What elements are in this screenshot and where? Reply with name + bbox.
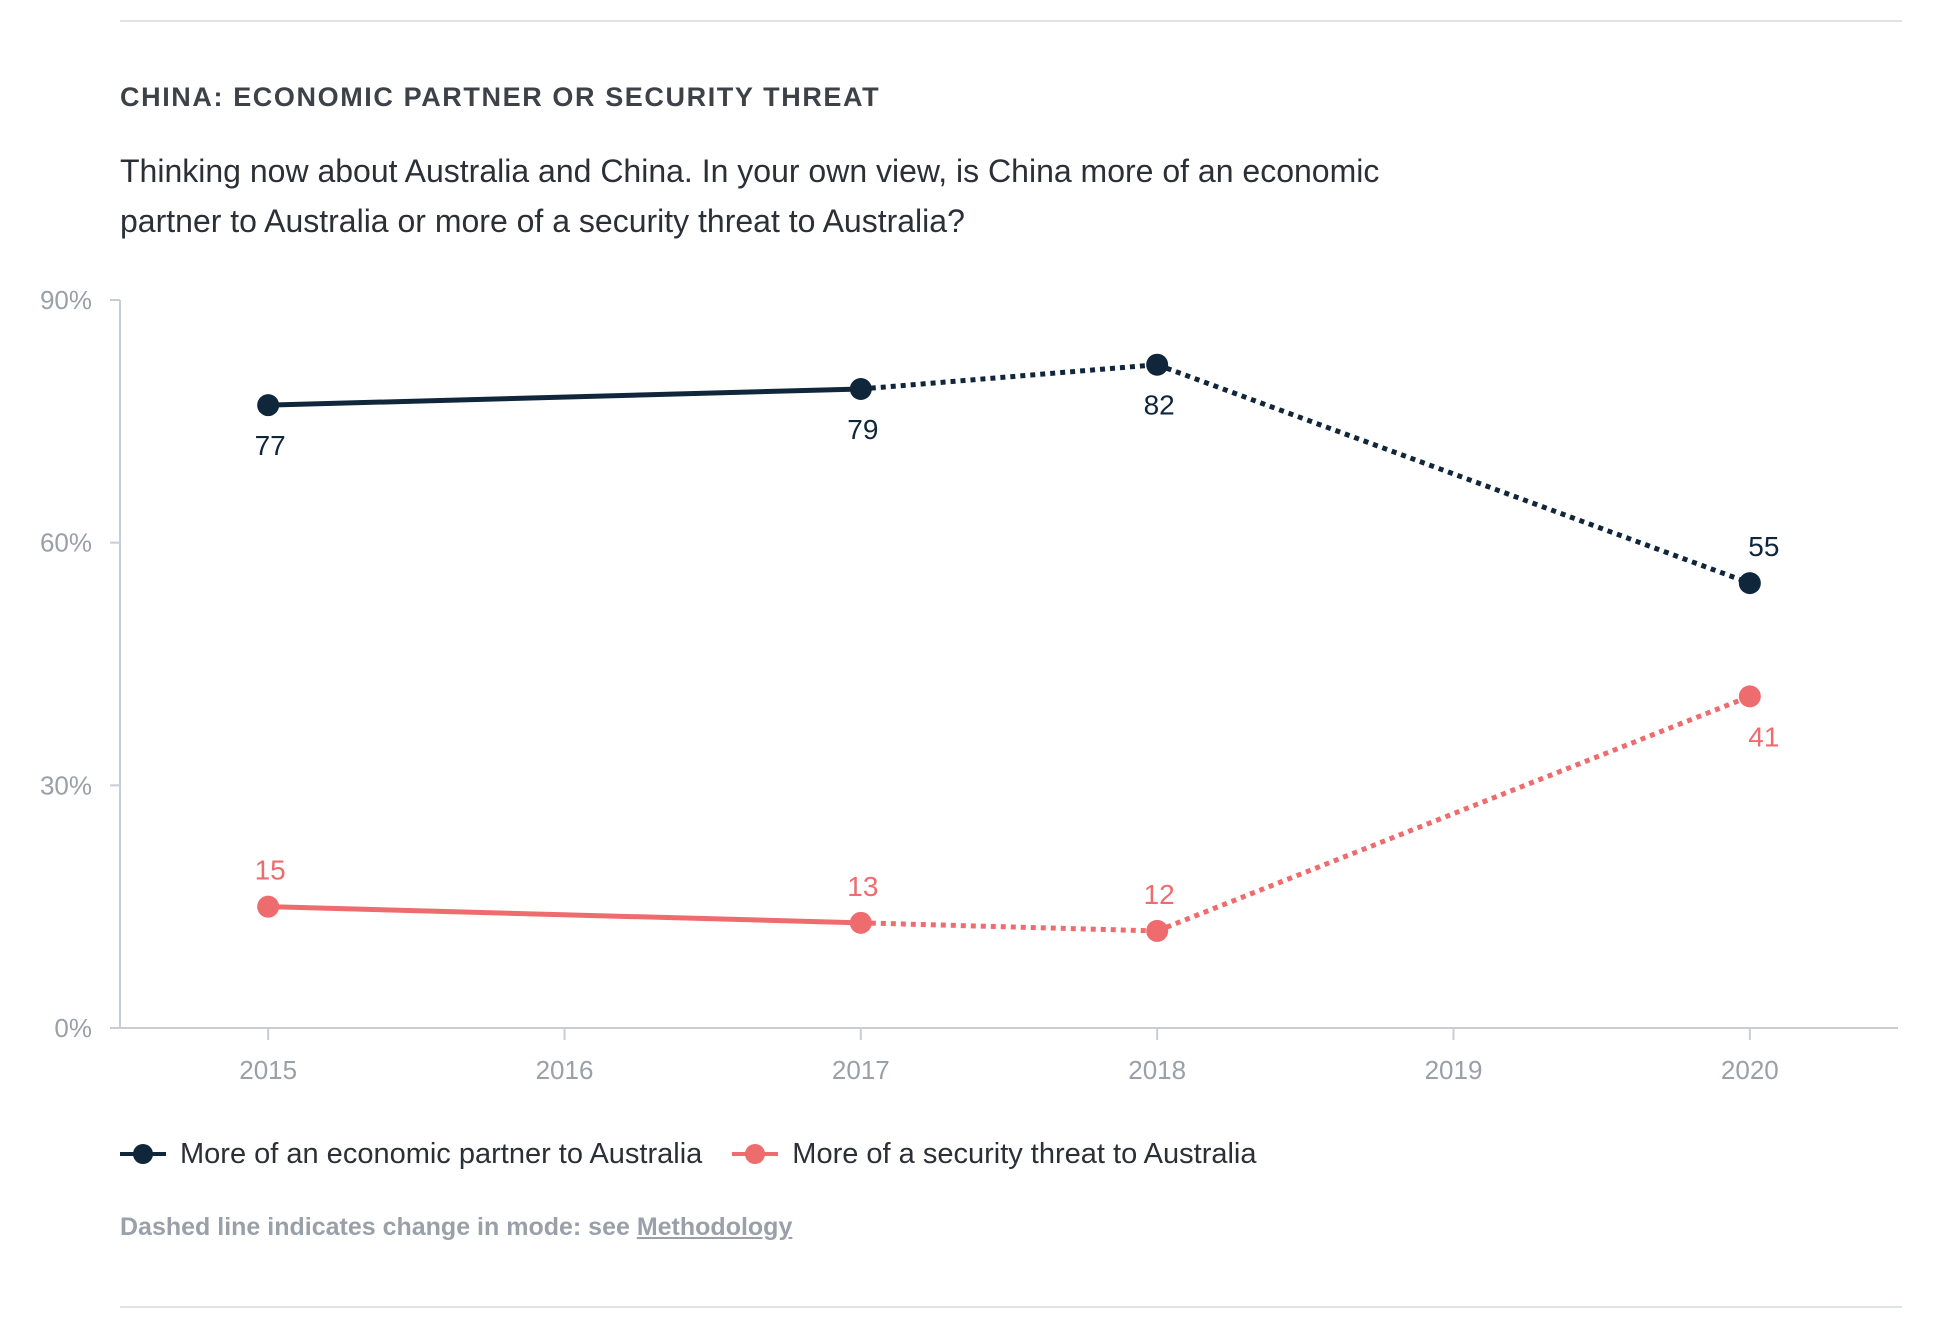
series-0-segment xyxy=(1156,362,1751,586)
series-1-data-label: 12 xyxy=(1144,879,1175,910)
series-1-data-label: 15 xyxy=(255,855,286,886)
y-tick-label: 60% xyxy=(40,528,92,558)
series-1-segment xyxy=(1156,694,1751,934)
chart-legend: More of an economic partner to Australia… xyxy=(120,1134,1287,1174)
x-tick-label: 2016 xyxy=(536,1055,594,1085)
series-1-point xyxy=(257,895,280,918)
series-0-data-label: 55 xyxy=(1748,531,1779,562)
legend-swatch-security-threat-icon xyxy=(732,1144,779,1164)
top-divider xyxy=(120,20,1902,22)
y-tick-label: 0% xyxy=(54,1013,92,1043)
x-tick-label: 2017 xyxy=(832,1055,890,1085)
legend-label-security-threat: More of a security threat to Australia xyxy=(792,1137,1257,1170)
y-tick-label: 90% xyxy=(40,285,92,315)
chart-title: CHINA: ECONOMIC PARTNER OR SECURITY THRE… xyxy=(120,82,881,112)
methodology-link[interactable]: Methodology xyxy=(636,1213,793,1241)
x-tick-label: 2019 xyxy=(1425,1055,1483,1085)
series-0-point xyxy=(1146,353,1169,376)
series-1-data-label: 13 xyxy=(847,871,878,902)
series-0-data-label: 79 xyxy=(847,414,878,445)
series-1-point xyxy=(849,911,872,934)
legend-item-economic-partner: More of an economic partner to Australia xyxy=(120,1138,702,1171)
bottom-divider xyxy=(120,1306,1902,1308)
x-tick-label: 2020 xyxy=(1721,1055,1779,1085)
legend-swatch-economic-partner-icon xyxy=(120,1144,166,1164)
y-tick-label: 30% xyxy=(40,770,92,800)
series-0-segment xyxy=(268,386,861,408)
series-0-point xyxy=(1738,572,1761,595)
series-0-point xyxy=(257,394,280,417)
legend-label-economic-partner: More of an economic partner to Australia xyxy=(180,1137,703,1170)
series-1-segment xyxy=(268,904,861,926)
footnote-text: Dashed line indicates change in mode: se… xyxy=(120,1213,637,1241)
series-1-point xyxy=(1738,685,1761,708)
footnote: Dashed line indicates change in mode: se… xyxy=(120,1213,792,1242)
chart-subtitle: Thinking now about Australia and China. … xyxy=(120,153,1380,239)
series-1-segment xyxy=(860,920,1158,934)
x-tick-label: 2018 xyxy=(1128,1055,1186,1085)
legend-item-security-threat: More of a security threat to Australia xyxy=(732,1137,1257,1171)
series-1-data-label: 41 xyxy=(1748,721,1779,752)
series-0-point xyxy=(849,377,872,400)
series-0-data-label: 77 xyxy=(255,430,286,461)
series-1-point xyxy=(1146,919,1169,942)
series-0-data-label: 82 xyxy=(1144,390,1175,421)
series-0-segment xyxy=(860,362,1158,392)
x-tick-label: 2015 xyxy=(239,1055,297,1085)
